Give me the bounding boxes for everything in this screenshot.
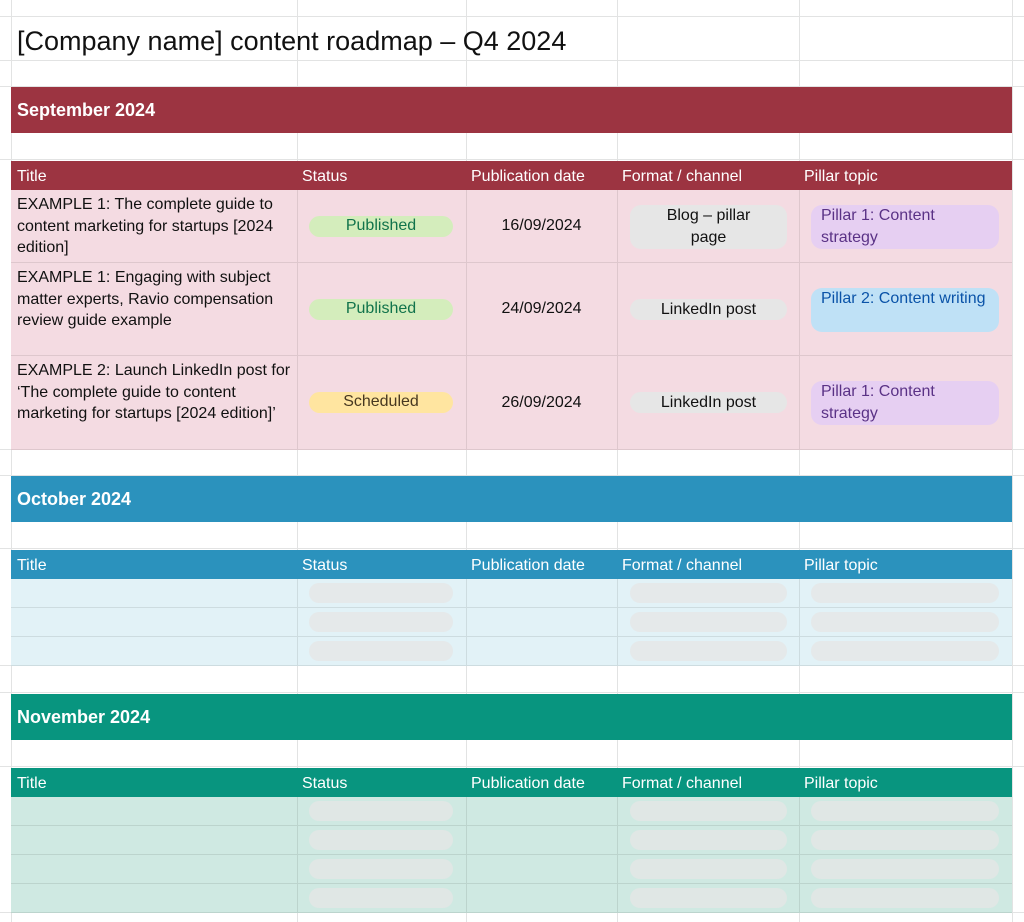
header-format-channel[interactable]: Format / channel xyxy=(622,168,743,185)
status-chip[interactable] xyxy=(309,612,453,632)
format-chip[interactable] xyxy=(630,888,787,908)
november-rows xyxy=(11,797,1012,913)
page-title: [Company name] content roadmap – Q4 2024 xyxy=(17,26,567,56)
october-table: Title Status Publication date Format / c… xyxy=(11,550,1012,666)
format-chip[interactable] xyxy=(630,801,787,821)
format-chip[interactable]: LinkedIn post xyxy=(630,299,787,320)
publication-date[interactable]: 16/09/2024 xyxy=(501,217,582,234)
pillar-chip[interactable] xyxy=(811,888,999,908)
table-row[interactable] xyxy=(11,637,1012,666)
table-row[interactable]: EXAMPLE 1: Engaging with subject matter … xyxy=(11,263,1012,356)
pillar-chip[interactable]: Pillar 2: Content writing xyxy=(811,288,999,332)
header-title[interactable]: Title xyxy=(17,168,47,185)
table-row[interactable] xyxy=(11,579,1012,608)
format-chip[interactable] xyxy=(630,859,787,879)
pillar-chip[interactable]: Pillar 1: Content strategy xyxy=(811,381,999,425)
month-banner-september[interactable]: September 2024 xyxy=(11,87,1012,133)
header-format-channel[interactable]: Format / channel xyxy=(622,557,743,574)
september-table: Title Status Publication date Format / c… xyxy=(11,161,1012,450)
table-row[interactable]: EXAMPLE 2: Launch LinkedIn post for ‘The… xyxy=(11,356,1012,450)
header-status[interactable]: Status xyxy=(302,557,348,574)
format-chip[interactable] xyxy=(630,612,787,632)
header-publication-date[interactable]: Publication date xyxy=(471,168,585,185)
header-publication-date[interactable]: Publication date xyxy=(471,775,585,792)
row-title[interactable]: EXAMPLE 1: Engaging with subject matter … xyxy=(17,269,274,329)
format-chip[interactable]: Blog – pillar page xyxy=(630,205,787,249)
table-row[interactable] xyxy=(11,855,1012,884)
header-status[interactable]: Status xyxy=(302,775,348,792)
pillar-chip[interactable] xyxy=(811,641,999,661)
header-title[interactable]: Title xyxy=(17,557,47,574)
header-title[interactable]: Title xyxy=(17,775,47,792)
pillar-chip[interactable] xyxy=(811,612,999,632)
pillar-chip[interactable] xyxy=(811,859,999,879)
row-title[interactable]: EXAMPLE 2: Launch LinkedIn post for ‘The… xyxy=(17,362,291,422)
pillar-chip[interactable] xyxy=(811,583,999,603)
pillar-chip[interactable] xyxy=(811,830,999,850)
pillar-chip[interactable]: Pillar 1: Content strategy xyxy=(811,205,999,249)
publication-date[interactable]: 26/09/2024 xyxy=(501,393,582,411)
status-chip[interactable] xyxy=(309,830,453,850)
october-rows xyxy=(11,579,1012,666)
table-header: Title Status Publication date Format / c… xyxy=(11,768,1012,797)
header-status[interactable]: Status xyxy=(302,168,348,185)
table-row[interactable] xyxy=(11,608,1012,637)
table-header: Title Status Publication date Format / c… xyxy=(11,550,1012,579)
status-chip[interactable]: Published xyxy=(309,215,453,237)
format-chip[interactable]: LinkedIn post xyxy=(630,392,787,413)
header-format-channel[interactable]: Format / channel xyxy=(622,775,743,792)
table-row[interactable] xyxy=(11,826,1012,855)
header-pillar-topic[interactable]: Pillar topic xyxy=(804,775,878,792)
table-header: Title Status Publication date Format / c… xyxy=(11,161,1012,190)
month-banner-november[interactable]: November 2024 xyxy=(11,694,1012,740)
header-publication-date[interactable]: Publication date xyxy=(471,557,585,574)
format-chip[interactable] xyxy=(630,583,787,603)
table-row[interactable]: EXAMPLE 1: The complete guide to content… xyxy=(11,190,1012,263)
header-pillar-topic[interactable]: Pillar topic xyxy=(804,557,878,574)
table-row[interactable] xyxy=(11,884,1012,913)
format-chip[interactable] xyxy=(630,641,787,661)
publication-date[interactable]: 24/09/2024 xyxy=(501,300,582,317)
november-table: Title Status Publication date Format / c… xyxy=(11,768,1012,913)
format-chip[interactable] xyxy=(630,830,787,850)
header-pillar-topic[interactable]: Pillar topic xyxy=(804,168,878,185)
status-chip[interactable] xyxy=(309,888,453,908)
pillar-chip[interactable] xyxy=(811,801,999,821)
month-banner-october[interactable]: October 2024 xyxy=(11,476,1012,522)
status-chip[interactable] xyxy=(309,583,453,603)
row-title[interactable]: EXAMPLE 1: The complete guide to content… xyxy=(17,196,274,256)
status-chip[interactable] xyxy=(309,801,453,821)
status-chip[interactable] xyxy=(309,859,453,879)
status-chip[interactable]: Scheduled xyxy=(309,392,453,413)
table-row[interactable] xyxy=(11,797,1012,826)
status-chip[interactable]: Published xyxy=(309,298,453,320)
status-chip[interactable] xyxy=(309,641,453,661)
